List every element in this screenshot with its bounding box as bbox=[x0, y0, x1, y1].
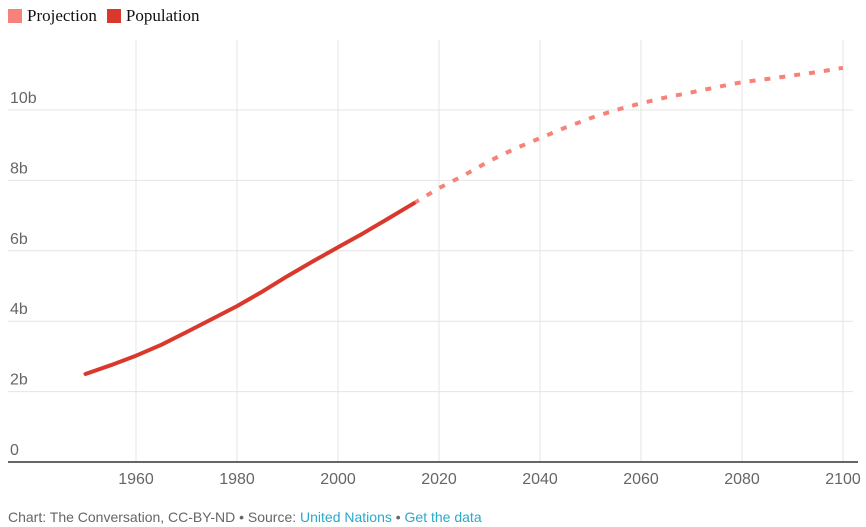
y-tick-label-10: 10b bbox=[10, 90, 37, 107]
get-data-link[interactable]: Get the data bbox=[404, 509, 482, 525]
x-tick-label-2080: 2080 bbox=[724, 471, 760, 488]
population-chart: 0 2b 4b 6b 8b 10b 1960 1980 2000 2020 2040 2060 208… bbox=[8, 40, 861, 488]
legend-swatch-population bbox=[106, 9, 121, 23]
y-tick-label-4: 4b bbox=[10, 301, 28, 318]
footer-credit-text: Chart: The Conversation, CC-BY-ND • Sour… bbox=[8, 509, 301, 525]
x-axis-tick-labels: 1960 1980 2000 2020 2040 2060 2080 2100 bbox=[118, 471, 861, 488]
y-tick-label-6: 6b bbox=[10, 231, 28, 248]
legend-label-projection: Projection bbox=[27, 6, 97, 25]
series-line-population[interactable] bbox=[83, 201, 416, 376]
chart-legend: Projection Population bbox=[8, 6, 210, 26]
y-tick-label-0: 0 bbox=[10, 442, 19, 459]
x-tick-label-2060: 2060 bbox=[623, 471, 659, 488]
y-tick-label-8: 8b bbox=[10, 160, 28, 177]
series-lines bbox=[83, 65, 844, 376]
y-axis-tick-labels: 0 2b 4b 6b 8b 10b bbox=[10, 90, 37, 459]
x-tick-label-1960: 1960 bbox=[118, 471, 154, 488]
footer-separator: • bbox=[391, 509, 405, 525]
x-tick-label-2040: 2040 bbox=[522, 471, 558, 488]
legend-swatch-projection bbox=[8, 9, 22, 23]
x-tick-label-2100: 2100 bbox=[825, 471, 861, 488]
legend-label-population: Population bbox=[125, 6, 200, 25]
legend-item-projection[interactable]: Projection bbox=[8, 6, 97, 26]
x-tick-label-2000: 2000 bbox=[320, 471, 356, 488]
chart-footer: Chart: The Conversation, CC-BY-ND • Sour… bbox=[8, 509, 482, 525]
x-tick-label-2020: 2020 bbox=[421, 471, 457, 488]
source-link[interactable]: United Nations bbox=[300, 509, 392, 525]
y-tick-label-2: 2b bbox=[10, 372, 28, 389]
x-tick-label-1980: 1980 bbox=[219, 471, 255, 488]
legend-item-population[interactable]: Population bbox=[106, 6, 200, 26]
series-line-projection[interactable] bbox=[412, 65, 844, 206]
grid-lines bbox=[8, 40, 853, 462]
